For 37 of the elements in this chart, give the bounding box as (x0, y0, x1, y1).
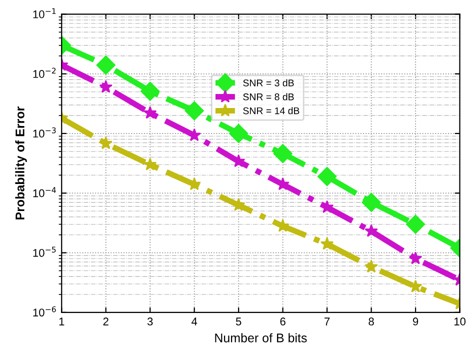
point (143, 106, 157, 119)
x-tick-label: 10 (454, 318, 466, 326)
y-tick-label: 10$^{−5}$ (33, 246, 56, 257)
point (143, 158, 157, 170)
point (184, 101, 204, 120)
point (273, 144, 292, 164)
x-axis-title: Number of B bits (215, 333, 307, 342)
point (140, 82, 160, 101)
y-axis-title: Probability of Error (15, 106, 27, 220)
point (408, 252, 422, 264)
y-tick-label: 10$^{−3}$ (33, 127, 56, 138)
legend-label: SNR = 14 dB (243, 107, 300, 114)
point (229, 124, 248, 144)
x-tick-label: 4 (192, 318, 198, 326)
point (406, 214, 426, 234)
x-tick-label: 1 (59, 318, 64, 326)
x-tick-label: 7 (324, 318, 330, 326)
y-tick-label: 10$^{−4}$ (33, 187, 56, 198)
point (320, 237, 334, 250)
legend-label: SNR = 8 dB (243, 93, 294, 100)
point (364, 260, 378, 273)
y-tick-label: 10$^{−1}$ (33, 8, 56, 18)
point (318, 166, 337, 186)
point (99, 80, 112, 93)
x-tick-label: 3 (147, 318, 153, 326)
y-tick-label: 10$^{−2}$ (33, 68, 56, 78)
point (99, 136, 112, 150)
x-tick-label: 5 (236, 318, 242, 326)
x-tick-label: 9 (412, 318, 418, 326)
x-tick-label: 6 (280, 318, 286, 326)
point (364, 224, 378, 237)
legend-label: SNR = 3 dB (243, 79, 294, 86)
point (362, 192, 381, 212)
x-tick-label: 8 (368, 318, 374, 326)
x-tick-label: 2 (103, 318, 108, 326)
point (96, 56, 116, 75)
y-tick-label: 10$^{−6}$ (33, 306, 56, 316)
